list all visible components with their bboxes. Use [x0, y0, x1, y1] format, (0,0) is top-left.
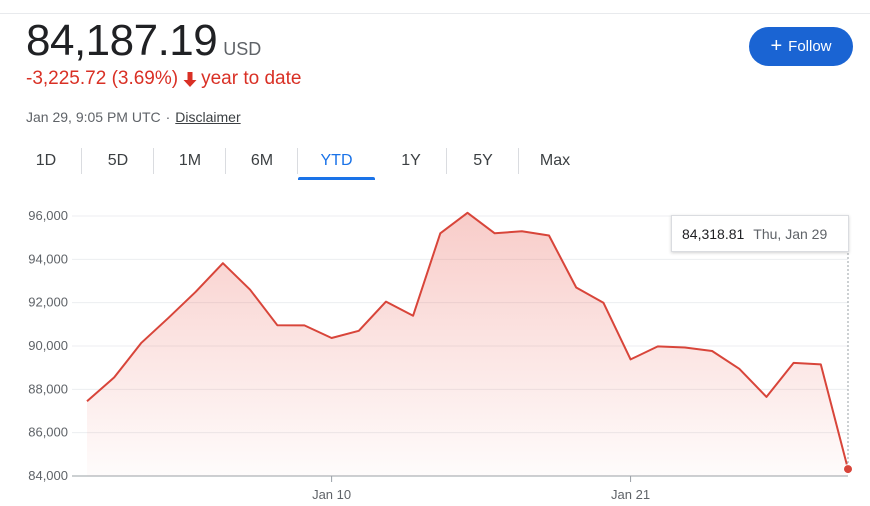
tab-label: 1M	[178, 152, 202, 169]
price-chart[interactable]: 84,000 86,000 88,000 90,000 92,000 94,000 96,0…	[0, 195, 870, 506]
meta-separator: ·	[165, 109, 171, 125]
current-price: 84,187.19	[26, 16, 218, 65]
y-tick-label: 96,000	[28, 208, 68, 223]
series-line	[86, 211, 849, 470]
tab-label: YTD	[320, 152, 353, 169]
tab-5y[interactable]: 5Y	[447, 142, 519, 180]
follow-button-label: Follow	[788, 38, 832, 55]
arrow-down-icon	[182, 70, 198, 88]
change-value: -3,225.72 (3.69%)	[26, 68, 179, 89]
tab-1y[interactable]: 1Y	[375, 142, 447, 180]
quote-meta: Jan 29, 9:05 PM UTC · Disclaimer	[26, 109, 241, 125]
y-tick-label: 90,000	[28, 338, 68, 353]
y-tick-label: 86,000	[28, 425, 68, 440]
price-header: 84,187.19 USD	[26, 16, 261, 66]
tab-ytd[interactable]: YTD	[298, 142, 375, 180]
plus-icon: +	[770, 34, 783, 57]
x-tick-label: Jan 10	[312, 487, 351, 502]
y-tick-label: 84,000	[28, 468, 68, 483]
tab-label: 1Y	[401, 152, 421, 169]
top-divider	[0, 13, 870, 14]
chart-tooltip: 84,318.81 Thu, Jan 29	[671, 215, 849, 252]
tooltip-date: Thu, Jan 29	[753, 225, 828, 242]
quote-timestamp: Jan 29, 9:05 PM UTC	[26, 109, 161, 125]
y-tick-label: 92,000	[28, 295, 68, 310]
tab-1d[interactable]: 1D	[10, 142, 82, 180]
currency-label: USD	[223, 39, 262, 59]
y-tick-label: 94,000	[28, 251, 68, 266]
x-tick-label: Jan 21	[611, 487, 650, 502]
follow-button[interactable]: + Follow	[749, 27, 853, 66]
tab-label: 5D	[107, 152, 129, 169]
series-area-fill	[87, 212, 848, 477]
disclaimer-link[interactable]: Disclaimer	[175, 109, 241, 125]
price-change: -3,225.72 (3.69%) year to date	[26, 68, 301, 90]
tab-max[interactable]: Max	[519, 142, 591, 180]
range-tabs: 1D 5D 1M 6M YTD 1Y 5Y Max	[10, 142, 591, 180]
tab-label: 1D	[35, 152, 57, 169]
tooltip-value: 84,318.81	[682, 225, 745, 242]
tab-label: 6M	[250, 152, 274, 169]
y-tick-label: 88,000	[28, 381, 68, 396]
tab-1m[interactable]: 1M	[154, 142, 226, 180]
tab-label: 5Y	[473, 152, 493, 169]
tab-label: Max	[539, 152, 571, 169]
hover-point	[843, 464, 853, 475]
tab-5d[interactable]: 5D	[82, 142, 154, 180]
change-period: year to date	[201, 68, 302, 89]
tab-6m[interactable]: 6M	[226, 142, 298, 180]
